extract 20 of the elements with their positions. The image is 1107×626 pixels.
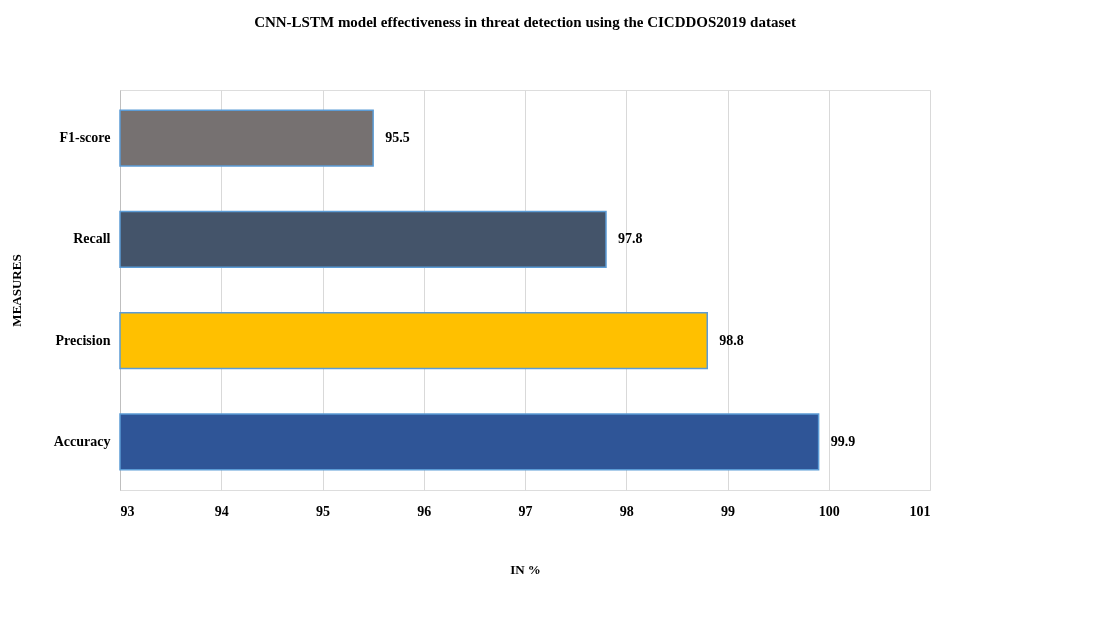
y-tick-label: Accuracy [53,433,111,449]
chart-title: CNN-LSTM model effectiveness in threat detection using the CICDDOS2019 dataset [254,14,796,30]
y-tick-label: F1-score [59,130,111,146]
x-tick-label: 99 [721,503,735,519]
y-tick-label: Precision [55,332,111,348]
x-tick-label: 98 [619,503,634,519]
x-tick-label: 94 [214,503,229,519]
x-tick-label: 96 [417,503,432,519]
x-tick-label: 93 [120,503,135,519]
x-tick-label: 100 [818,503,840,519]
data-label: 97.8 [618,231,643,247]
x-tick-label: 95 [316,503,330,519]
x-tick-label: 97 [518,503,533,519]
y-tick-label: Recall [73,231,111,247]
y-axis-title: MEASURES [8,254,24,327]
data-label: 99.9 [830,433,856,449]
data-label: 98.8 [719,332,744,348]
data-label: 95.5 [385,130,410,146]
x-tick-label: 101 [909,503,931,519]
x-axis-title: IN % [510,561,541,577]
